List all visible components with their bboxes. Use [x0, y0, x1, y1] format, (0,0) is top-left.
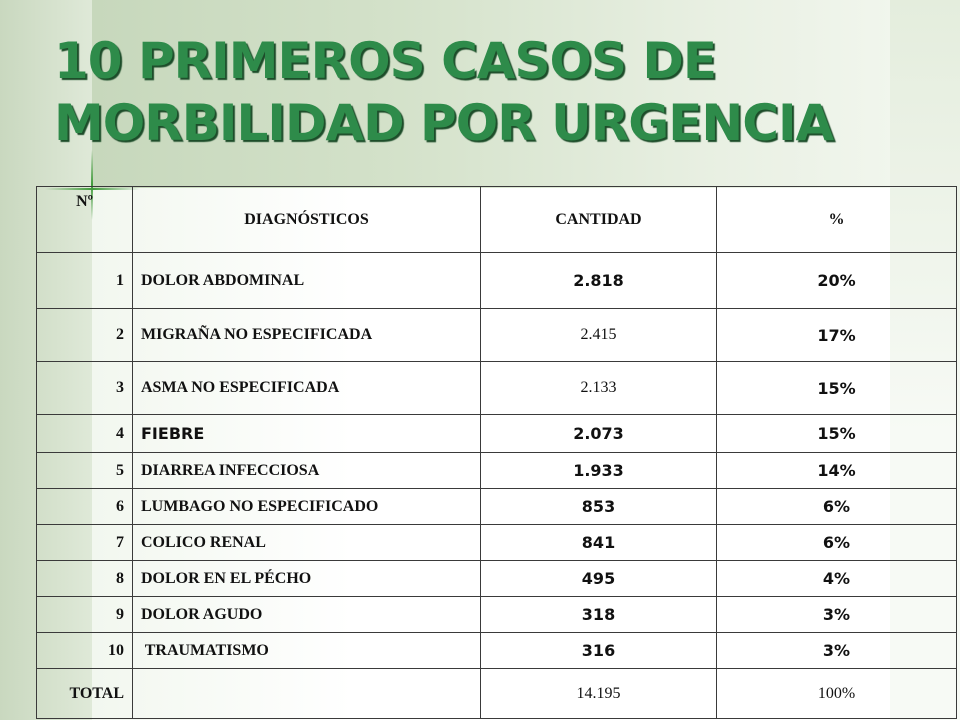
- row-percent: 4%: [716, 560, 957, 597]
- table-row: 1 DOLOR ABDOMINAL 2.818 20%: [36, 252, 957, 309]
- total-cantidad: 14.195: [480, 668, 717, 719]
- row-percent: 15%: [716, 361, 957, 415]
- row-diagnosis: DOLOR AGUDO: [132, 596, 481, 633]
- table-total-row: TOTAL 14.195 100%: [36, 668, 957, 719]
- row-cantidad: 316: [480, 632, 717, 669]
- table-row: 2 MIGRAÑA NO ESPECIFICADA 2.415 17%: [36, 308, 957, 362]
- row-percent: 20%: [716, 252, 957, 309]
- row-cantidad: 2.818: [480, 252, 717, 309]
- row-cantidad: 2.415: [480, 308, 717, 362]
- decorative-sparkle-vertical: [91, 150, 93, 220]
- row-diagnosis: DOLOR EN EL PÉCHO: [132, 560, 481, 597]
- row-percent: 6%: [716, 524, 957, 561]
- row-number: 5: [36, 452, 133, 489]
- row-cantidad: 2.133: [480, 361, 717, 415]
- row-cantidad: 1.933: [480, 452, 717, 489]
- row-percent: 6%: [716, 488, 957, 525]
- header-no: Nº: [36, 186, 133, 253]
- header-percent: %: [716, 186, 957, 253]
- row-percent: 3%: [716, 632, 957, 669]
- row-cantidad: 841: [480, 524, 717, 561]
- table-row: 6 LUMBAGO NO ESPECIFICADO 853 6%: [36, 488, 957, 525]
- row-percent: 3%: [716, 596, 957, 633]
- row-cantidad: 853: [480, 488, 717, 525]
- row-cantidad: 318: [480, 596, 717, 633]
- row-number: 4: [36, 414, 133, 453]
- page-title: 10 PRIMEROS CASOS DE MORBILIDAD POR URGE…: [54, 30, 944, 154]
- row-diagnosis: COLICO RENAL: [132, 524, 481, 561]
- row-number: 7: [36, 524, 133, 561]
- row-number: 10: [36, 632, 133, 669]
- table-row: 7 COLICO RENAL 841 6%: [36, 524, 957, 561]
- total-label: TOTAL: [36, 668, 133, 719]
- row-number: 1: [36, 252, 133, 309]
- row-number: 6: [36, 488, 133, 525]
- row-cantidad: 495: [480, 560, 717, 597]
- row-percent: 15%: [716, 414, 957, 453]
- morbidity-table: Nº DIAGNÓSTICOS CANTIDAD % 1 DOLOR ABDOM…: [36, 186, 957, 719]
- row-cantidad: 2.073: [480, 414, 717, 453]
- row-diagnosis: LUMBAGO NO ESPECIFICADO: [132, 488, 481, 525]
- row-number: 9: [36, 596, 133, 633]
- row-diagnosis: MIGRAÑA NO ESPECIFICADA: [132, 308, 481, 362]
- table-row: 4 FIEBRE 2.073 15%: [36, 414, 957, 453]
- row-percent: 17%: [716, 308, 957, 362]
- row-diagnosis: DIARREA INFECCIOSA: [132, 452, 481, 489]
- row-number: 8: [36, 560, 133, 597]
- background-top-band: [0, 0, 960, 188]
- header-cantidad: CANTIDAD: [480, 186, 717, 253]
- table-header-row: Nº DIAGNÓSTICOS CANTIDAD %: [36, 186, 957, 253]
- row-percent: 14%: [716, 452, 957, 489]
- table-row: 5 DIARREA INFECCIOSA 1.933 14%: [36, 452, 957, 489]
- row-diagnosis: FIEBRE: [132, 414, 481, 453]
- row-diagnosis: TRAUMATISMO: [132, 632, 481, 669]
- title-line-2: MORBILIDAD POR URGENCIA: [54, 94, 834, 152]
- row-number: 3: [36, 361, 133, 415]
- header-diagnosticos: DIAGNÓSTICOS: [132, 186, 481, 253]
- row-diagnosis: DOLOR ABDOMINAL: [132, 252, 481, 309]
- row-number: 2: [36, 308, 133, 362]
- table-row: 10 TRAUMATISMO 316 3%: [36, 632, 957, 669]
- total-diagnosis: [132, 668, 481, 719]
- row-diagnosis: ASMA NO ESPECIFICADA: [132, 361, 481, 415]
- table-row: 9 DOLOR AGUDO 318 3%: [36, 596, 957, 633]
- total-percent: 100%: [716, 668, 957, 719]
- table-row: 3 ASMA NO ESPECIFICADA 2.133 15%: [36, 361, 957, 415]
- table-row: 8 DOLOR EN EL PÉCHO 495 4%: [36, 560, 957, 597]
- title-line-1: 10 PRIMEROS CASOS DE: [54, 32, 717, 90]
